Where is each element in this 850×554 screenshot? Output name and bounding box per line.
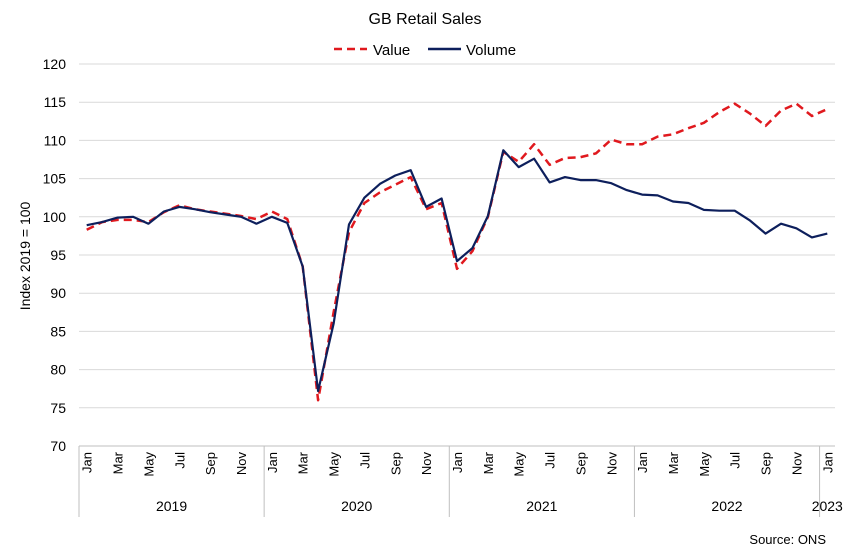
y-tick-label: 100: [43, 209, 67, 225]
x-tick-label: May: [327, 452, 342, 477]
series-lines: [86, 102, 828, 402]
x-tick-label: Sep: [203, 452, 218, 475]
year-label: 2022: [711, 498, 742, 514]
x-tick-label: Mar: [666, 451, 681, 474]
x-tick-label: Jul: [728, 452, 743, 469]
year-label: 2021: [526, 498, 557, 514]
x-tick-label: Sep: [759, 452, 774, 475]
y-axis-title: Index 2019 = 100: [17, 201, 33, 310]
y-tick-label: 90: [50, 285, 66, 301]
x-axis: Jan Mar May Jul Sep Nov Jan Mar May Jul Sep Nov Jan M…: [78, 445, 843, 517]
year-label: 2023: [812, 498, 843, 514]
x-tick-label: Mar: [296, 451, 311, 474]
year-label: 2019: [156, 498, 187, 514]
x-tick-label: Sep: [388, 452, 403, 475]
y-tick-label: 80: [50, 362, 66, 378]
y-tick-label: 70: [50, 438, 66, 454]
y-tick-label: 110: [44, 132, 67, 148]
gridlines: [79, 63, 835, 447]
series-line-value: [86, 102, 828, 402]
x-tick-label: Jul: [357, 452, 372, 469]
x-tick-label: Nov: [604, 452, 619, 476]
x-tick-label: Nov: [234, 452, 249, 476]
x-tick-label: May: [512, 452, 527, 477]
x-tick-label: Jan: [635, 452, 650, 473]
legend-label-volume: Volume: [466, 42, 516, 59]
x-tick-label: Sep: [573, 452, 588, 475]
y-tick-label: 120: [43, 56, 67, 72]
y-tick-label: 115: [44, 94, 67, 110]
y-tick-label: 95: [50, 247, 66, 263]
chart-title: GB Retail Sales: [369, 11, 482, 28]
x-tick-label: Mar: [111, 451, 126, 474]
x-tick-label: Jan: [265, 452, 280, 473]
x-tick-label: May: [697, 452, 712, 477]
y-axis-ticks: 70 75 80 85 90 95 100 105 110 115 120: [43, 56, 67, 454]
y-tick-label: 85: [50, 323, 66, 339]
year-label: 2020: [341, 498, 372, 514]
x-tick-label: Jan: [80, 452, 95, 473]
x-tick-label: Jul: [172, 452, 187, 469]
x-tick-label: Nov: [419, 452, 434, 476]
y-tick-label: 105: [43, 171, 67, 187]
x-tick-label: Jan: [820, 452, 835, 473]
legend: Value Volume: [334, 42, 516, 59]
y-tick-label: 75: [50, 400, 66, 416]
x-tick-label: Jan: [450, 452, 465, 473]
series-line-volume: [86, 149, 828, 393]
source-note: Source: ONS: [749, 532, 826, 547]
x-tick-label: May: [141, 452, 156, 477]
x-tick-label: Mar: [481, 451, 496, 474]
x-tick-label: Nov: [789, 452, 804, 476]
x-tick-label: Jul: [543, 452, 558, 469]
legend-label-value: Value: [373, 42, 410, 59]
